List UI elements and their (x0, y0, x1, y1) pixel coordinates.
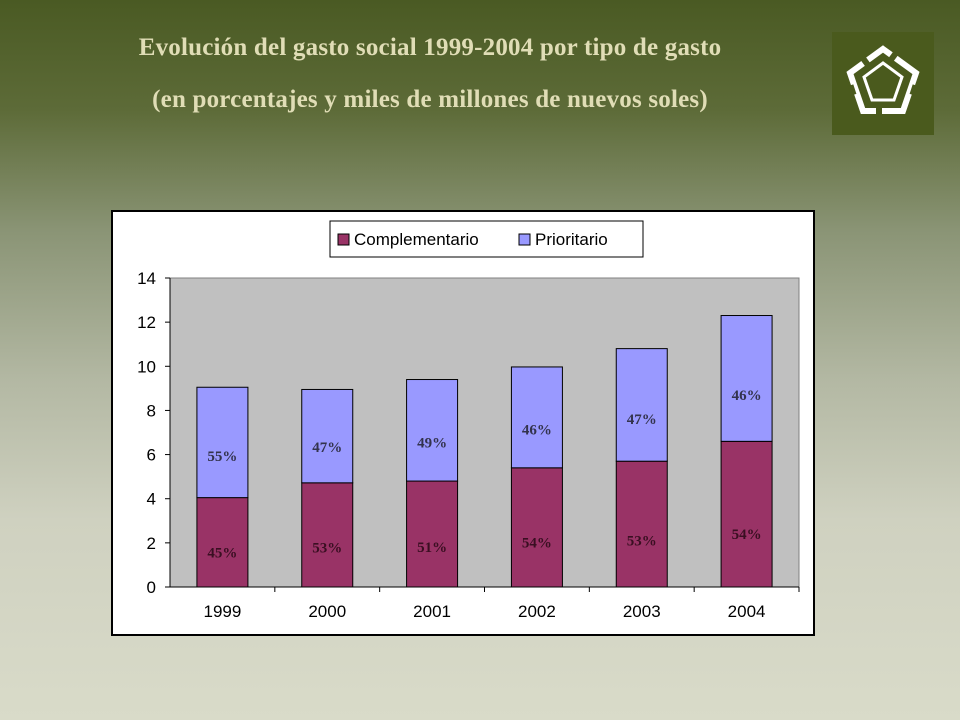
x-tick-label: 2000 (308, 602, 346, 621)
bar-prioritario-2000 (301, 388, 354, 484)
bar-complementario-2002 (510, 467, 563, 588)
data-label: 49% (417, 436, 447, 452)
data-label: 47% (627, 412, 657, 428)
plot-area (169, 277, 800, 588)
data-label: 45% (207, 546, 237, 562)
legend-label: Prioritario (535, 230, 608, 249)
y-tick-label: 10 (137, 357, 156, 376)
data-label: 53% (312, 541, 342, 557)
bar-complementario-2001 (406, 480, 459, 588)
x-tick-label: 2002 (518, 602, 556, 621)
x-tick-label: 2001 (413, 602, 451, 621)
y-tick-label: 0 (147, 578, 156, 597)
legend-swatch (518, 233, 531, 246)
x-tick-label: 2003 (623, 602, 661, 621)
y-tick-label: 4 (147, 490, 156, 509)
y-tick-label: 6 (147, 446, 156, 465)
data-label: 46% (522, 423, 552, 439)
bar-complementario-1999 (196, 497, 249, 588)
legend-box (329, 220, 644, 258)
x-tick-label: 1999 (204, 602, 242, 621)
legend-label: Complementario (354, 230, 479, 249)
bar-prioritario-2002 (510, 366, 563, 469)
slide-title-line-1: Evolución del gasto social 1999-2004 por… (138, 34, 722, 61)
data-label: 46% (732, 388, 762, 404)
bar-prioritario-2001 (406, 379, 459, 482)
x-tick-label: 2004 (728, 602, 766, 621)
bar-complementario-2000 (301, 482, 354, 588)
slide-title-line-2: (en porcentajes y miles de millones de n… (152, 86, 708, 113)
stacked-bar-chart: 0 2 4 6 8 10 12 14 1999 45% 55% 2000 53% 47% 2001 51% 49… (137, 220, 800, 621)
data-label: 51% (417, 540, 447, 556)
data-label: 54% (522, 536, 552, 552)
data-label: 53% (627, 533, 657, 549)
y-tick-label: 12 (137, 313, 156, 332)
bar-complementario-2004 (720, 440, 773, 588)
bar-prioritario-1999 (196, 386, 249, 499)
y-tick-label: 8 (147, 401, 156, 420)
chart-container: 0 2 4 6 8 10 12 14 1999 45% 55% 2000 53% 47% 2001 51% 49… (111, 210, 815, 636)
legend-swatch (337, 233, 350, 246)
pentagon-logo-icon (832, 32, 934, 135)
data-label: 54% (732, 527, 762, 543)
bar-complementario-2003 (615, 460, 668, 588)
data-label: 55% (207, 449, 237, 465)
y-tick-label: 2 (147, 534, 156, 553)
y-tick-label: 14 (137, 269, 156, 288)
data-label: 47% (312, 440, 342, 456)
bar-prioritario-2004 (720, 315, 773, 442)
bar-prioritario-2003 (615, 348, 668, 462)
